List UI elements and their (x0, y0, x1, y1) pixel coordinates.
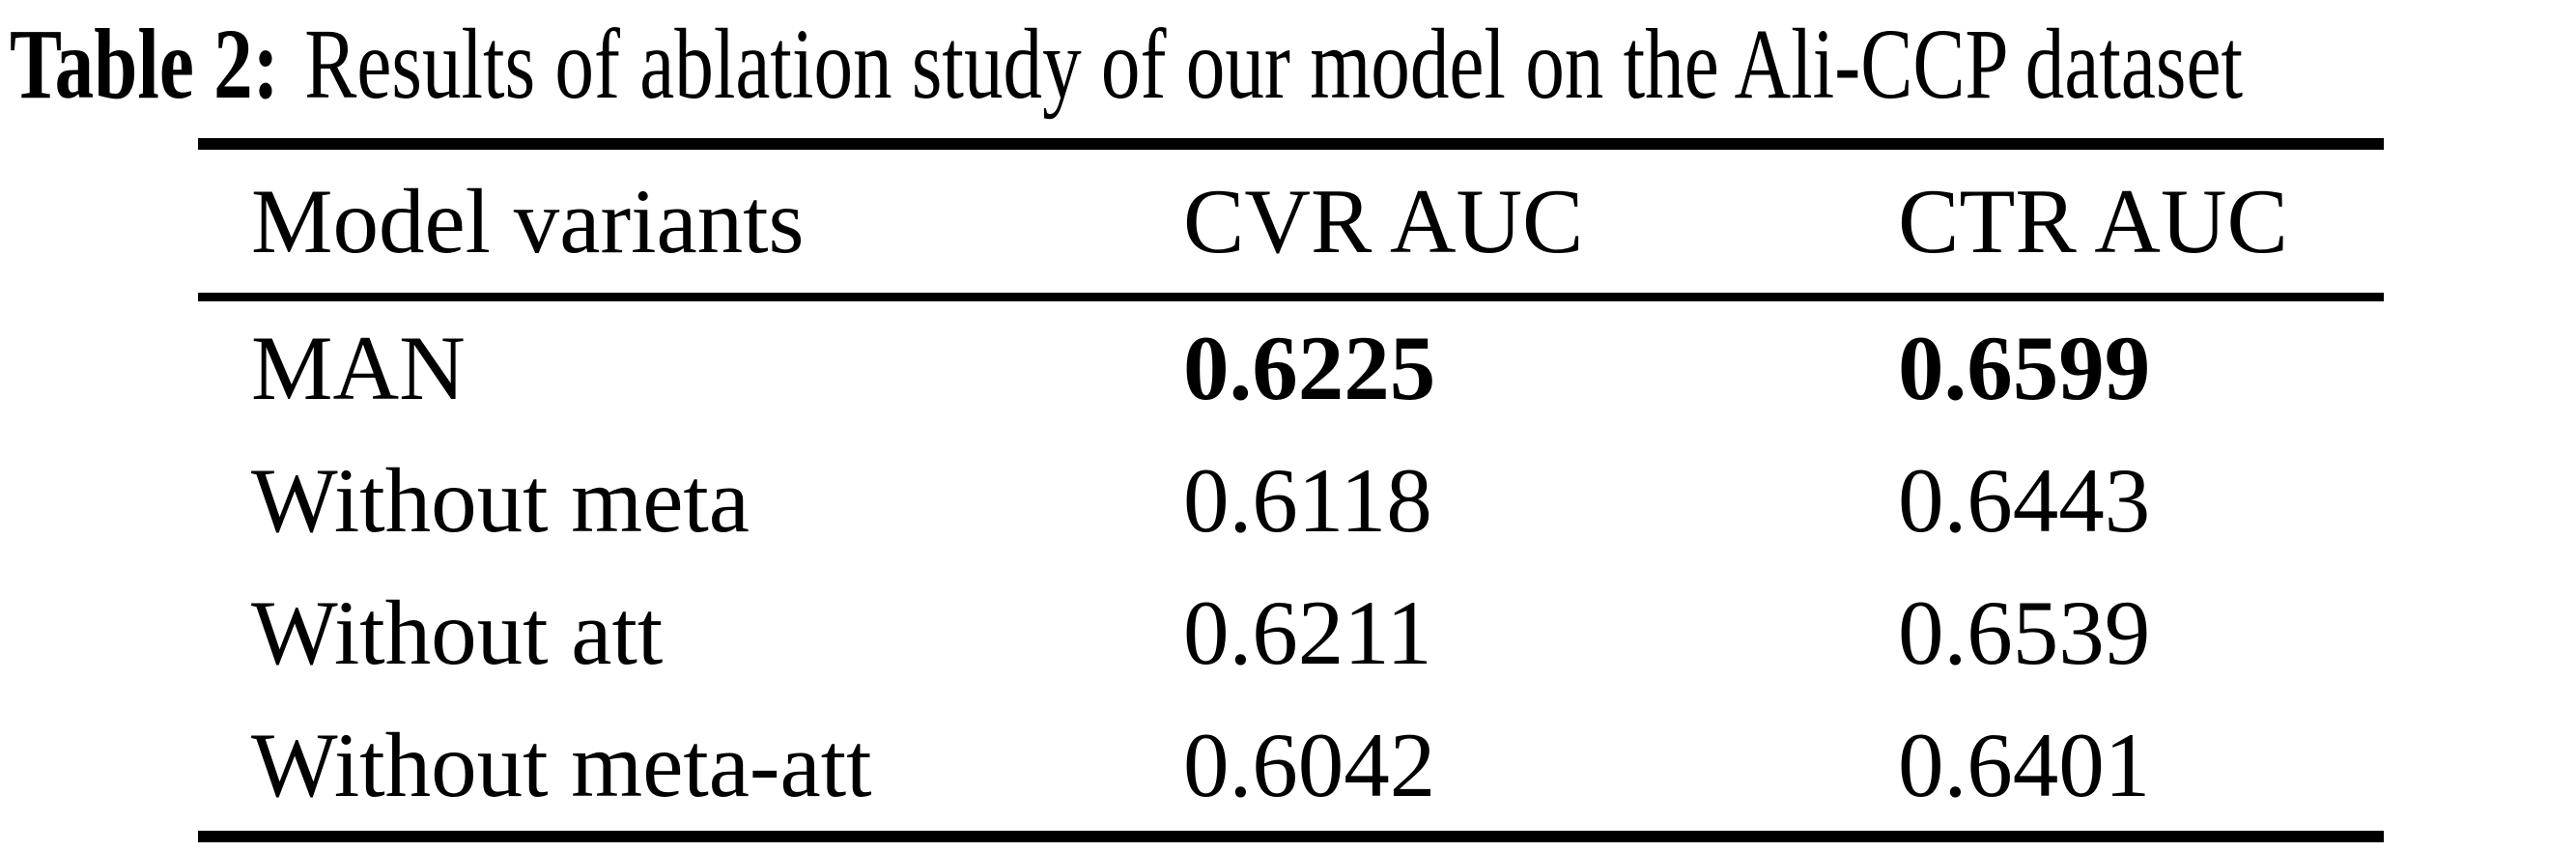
cell-variant: Without meta-att (251, 713, 872, 816)
table-header-row: Model variants CVR AUC CTR AUC (198, 150, 2384, 301)
table-row: Without meta-att 0.6042 0.6401 (198, 698, 2384, 831)
table-row: Without att 0.6211 0.6539 (198, 566, 2384, 698)
column-header-model-variants: Model variants (251, 170, 805, 272)
cell-cvr-auc: 0.6211 (1183, 581, 1432, 684)
cell-variant: MAN (251, 316, 466, 419)
cell-cvr-auc: 0.6118 (1183, 448, 1432, 552)
cell-variant: Without meta (251, 448, 750, 552)
column-header-ctr-auc: CTR AUC (1898, 170, 2288, 272)
table-row: MAN 0.6225 0.6599 (198, 301, 2384, 434)
table-row: Without meta 0.6118 0.6443 (198, 434, 2384, 566)
column-header-cvr-auc: CVR AUC (1183, 170, 1584, 272)
cell-cvr-auc: 0.6042 (1183, 713, 1436, 816)
cell-ctr-auc: 0.6599 (1898, 316, 2151, 419)
caption-label: Table 2: (10, 9, 279, 120)
cell-ctr-auc: 0.6401 (1898, 713, 2151, 816)
cell-ctr-auc: 0.6443 (1898, 448, 2151, 552)
cell-cvr-auc: 0.6225 (1183, 316, 1436, 419)
results-table: Model variants CVR AUC CTR AUC MAN 0.622… (198, 138, 2384, 842)
cell-variant: Without att (251, 581, 664, 684)
cell-ctr-auc: 0.6539 (1898, 581, 2151, 684)
caption-text: Results of ablation study of our model o… (304, 9, 2244, 120)
table-caption: Table 2: Results of ablation study of our… (10, 2, 2243, 128)
